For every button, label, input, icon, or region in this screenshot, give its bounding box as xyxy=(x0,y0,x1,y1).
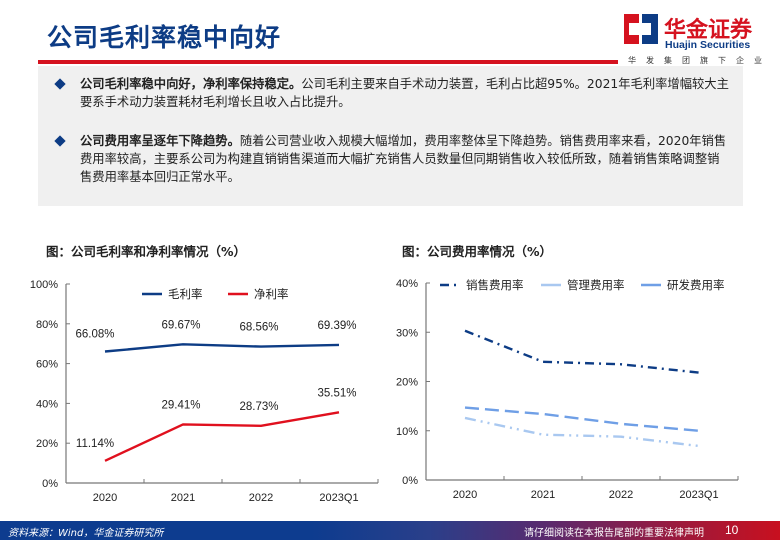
company-logo: 华金证券 Huajin Securities 华发集团旗下企业 xyxy=(624,10,774,65)
summary-bullet: 公司毛利率稳中向好，净利率保持稳定。公司毛利主要来自手术动力装置，毛利占比超95… xyxy=(54,75,731,111)
data-label: 11.14% xyxy=(76,438,114,450)
legend-label: 研发费用率 xyxy=(667,278,725,292)
y-tick-label: 10% xyxy=(396,426,418,438)
x-tick-label: 2022 xyxy=(609,489,633,501)
chart-title-expenses: 图：公司费用率情况（%） xyxy=(402,244,553,259)
y-tick-label: 0% xyxy=(402,475,418,487)
x-tick-label: 2020 xyxy=(453,489,477,501)
summary-box: 公司毛利率稳中向好，净利率保持稳定。公司毛利主要来自手术动力装置，毛利占比超95… xyxy=(38,66,743,206)
series-line-0 xyxy=(464,329,700,374)
legend-label: 净利率 xyxy=(254,287,289,301)
chart-1: 0% 10% 20% 30% 40% 2020 2021 2022 2023Q1 销售费用率 管理费… xyxy=(396,278,739,501)
series-line-2 xyxy=(464,406,700,432)
summary-bullet: 公司费用率呈逐年下降趋势。随着公司营业收入规模大幅增加，费用率整体呈下降趋势。销… xyxy=(54,132,731,186)
charts-canvas: 0% 20% 40% 60% 80% 100% 2020 2021 2022 2023Q1 66.0… xyxy=(30,278,739,504)
data-label: 66.08% xyxy=(75,329,114,341)
footer-source: 资料来源：Wind，华金证券研究所 xyxy=(8,528,164,539)
x-tick-label: 2023Q1 xyxy=(679,489,718,501)
x-tick-label: 2021 xyxy=(531,489,555,501)
y-tick-label: 100% xyxy=(30,279,58,291)
logo-subtitle: 华发集团旗下企业 xyxy=(628,56,772,65)
bullet-heading: 公司毛利率稳中向好，净利率保持稳定。 xyxy=(80,77,302,91)
series-line-1 xyxy=(104,411,340,462)
bullet-body: 公司毛利主要来自手术动力装置，毛利占比超95%。2021年毛利率增幅较大主要系手… xyxy=(80,77,729,109)
bullet-heading: 公司费用率呈逐年下降趋势。 xyxy=(80,134,240,148)
series-line-1 xyxy=(464,416,700,448)
legend-label: 销售费用率 xyxy=(466,278,524,292)
data-label: 69.39% xyxy=(317,320,356,332)
page-number: 10 xyxy=(725,523,739,537)
footer-bar: 资料来源：Wind，华金证券研究所 请仔细阅读在本报告尾部的重要法律声明 10 xyxy=(0,521,780,540)
y-tick-label: 40% xyxy=(396,278,418,290)
title-divider xyxy=(38,60,618,64)
y-tick-label: 20% xyxy=(36,438,58,450)
data-label: 28.73% xyxy=(239,401,278,413)
logo-chinese-name: 华金证券 xyxy=(664,18,753,43)
data-label: 29.41% xyxy=(161,399,200,411)
y-tick-label: 60% xyxy=(36,359,58,371)
huajin-logo-icon xyxy=(624,14,658,44)
data-label: 35.51% xyxy=(317,387,356,399)
series-line-0 xyxy=(104,343,340,353)
x-tick-label: 2021 xyxy=(171,492,195,504)
chart-title-margins: 图：公司毛利率和净利率情况（%） xyxy=(46,244,247,259)
page-title: 公司毛利率稳中向好 xyxy=(47,23,282,52)
bullet-body: 随着公司营业收入规模大幅增加，费用率整体呈下降趋势。销售费用率来看，2020年销… xyxy=(80,134,727,184)
y-tick-label: 40% xyxy=(36,398,58,410)
x-tick-label: 2023Q1 xyxy=(319,492,358,504)
logo-english-name: Huajin Securities xyxy=(665,39,751,51)
y-tick-label: 0% xyxy=(42,478,58,490)
legend-label: 毛利率 xyxy=(168,287,203,301)
y-tick-label: 20% xyxy=(396,377,418,389)
legend-label: 管理费用率 xyxy=(567,278,625,292)
x-tick-label: 2022 xyxy=(249,492,273,504)
data-label: 68.56% xyxy=(239,322,278,334)
footer-disclaimer: 请仔细阅读在本报告尾部的重要法律声明 xyxy=(524,528,704,539)
x-tick-label: 2020 xyxy=(93,492,117,504)
data-label: 69.67% xyxy=(161,319,200,331)
y-tick-label: 30% xyxy=(396,327,418,339)
y-tick-label: 80% xyxy=(36,319,58,331)
chart-0: 0% 20% 40% 60% 80% 100% 2020 2021 2022 2023Q1 66.0… xyxy=(30,279,379,504)
